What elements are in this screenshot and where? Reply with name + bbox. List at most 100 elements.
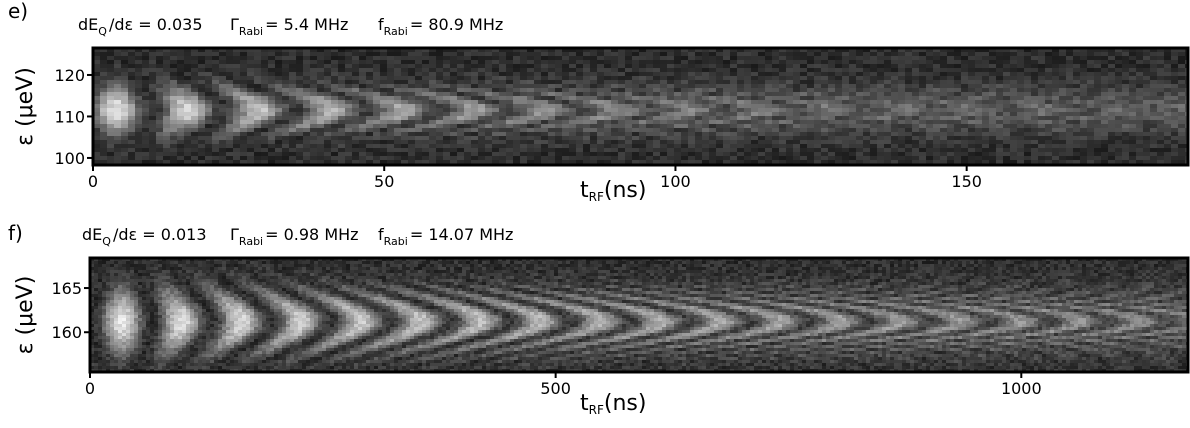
heatmap-cell [338, 84, 345, 88]
heatmap-cell [1094, 96, 1101, 100]
heatmap-cell [800, 112, 807, 116]
heatmap-cell [128, 100, 135, 104]
heatmap-cell [751, 148, 758, 152]
heatmap-cell [989, 60, 996, 64]
heatmap-cell [233, 76, 240, 80]
heatmap-cell [100, 156, 107, 160]
heatmap-cell [121, 88, 128, 92]
heatmap-cell [653, 160, 660, 164]
heatmap-cell [653, 100, 660, 104]
heatmap-cell [821, 72, 828, 76]
heatmap-cell [548, 68, 555, 72]
heatmap-cell [107, 132, 114, 136]
heatmap-cell [94, 315, 98, 318]
heatmap-cell [464, 80, 471, 84]
heatmap-cell [443, 60, 450, 64]
heatmap-cell [863, 156, 870, 160]
heatmap-cell [989, 96, 996, 100]
heatmap-cell [100, 64, 107, 68]
heatmap-cell [863, 108, 870, 112]
heatmap-cell [261, 84, 268, 88]
heatmap-cell [102, 351, 106, 354]
heatmap-cell [1171, 72, 1178, 76]
heatmap-cell [534, 88, 541, 92]
heatmap-cell [534, 60, 541, 64]
heatmap-cell [338, 56, 345, 60]
heatmap-cell [121, 96, 128, 100]
heatmap-cell [639, 88, 646, 92]
heatmap-cell [485, 56, 492, 60]
heatmap-cell [1038, 104, 1045, 108]
heatmap-cell [1143, 116, 1150, 120]
heatmap-cell [331, 124, 338, 128]
heatmap-cell [191, 160, 198, 164]
heatmap-cell [828, 64, 835, 68]
heatmap-cell [296, 56, 303, 60]
heatmap-cell [786, 108, 793, 112]
heatmap-cell [184, 136, 191, 140]
heatmap-cell [723, 88, 730, 92]
heatmap-cell [646, 92, 653, 96]
heatmap-cell [646, 156, 653, 160]
heatmap-cell [989, 64, 996, 68]
heatmap-cell [1094, 112, 1101, 116]
heatmap-cell [520, 92, 527, 96]
heatmap-cell [499, 56, 506, 60]
heatmap-cell [191, 116, 198, 120]
heatmap-cell [100, 68, 107, 72]
heatmap-cell [352, 88, 359, 92]
heatmap-cell [282, 60, 289, 64]
heatmap-cell [110, 300, 114, 303]
heatmap-cell [106, 306, 110, 309]
heatmap-cell [1080, 68, 1087, 72]
heatmap-cell [1164, 68, 1171, 72]
heatmap-cell [1122, 72, 1129, 76]
heatmap-cell [247, 64, 254, 68]
heatmap-cell [674, 84, 681, 88]
heatmap-cell [170, 60, 177, 64]
heatmap-cell [457, 80, 464, 84]
heatmap-cell [98, 273, 102, 276]
heatmap-cell [1115, 104, 1122, 108]
heatmap-cell [569, 80, 576, 84]
heatmap-cell [849, 160, 856, 164]
heatmap-cell [394, 80, 401, 84]
heatmap-cell [1101, 88, 1108, 92]
annotation-main: dE [78, 15, 98, 34]
heatmap-cell [716, 72, 723, 76]
heatmap-cell [198, 120, 205, 124]
heatmap-cell [807, 104, 814, 108]
heatmap-cell [135, 56, 142, 60]
heatmap-cell [1087, 104, 1094, 108]
heatmap-cell [457, 128, 464, 132]
heatmap-cell [856, 84, 863, 88]
heatmap-cell [1017, 116, 1024, 120]
heatmap-cell [226, 132, 233, 136]
heatmap-cell [779, 132, 786, 136]
heatmap-cell [555, 156, 562, 160]
heatmap-cell [191, 132, 198, 136]
heatmap-cell [828, 84, 835, 88]
heatmap-cell [555, 52, 562, 56]
heatmap-cell [268, 120, 275, 124]
heatmap-cell [226, 52, 233, 56]
heatmap-cell [597, 100, 604, 104]
heatmap-cell [989, 52, 996, 56]
heatmap-cell [1045, 64, 1052, 68]
heatmap-cell [359, 84, 366, 88]
heatmap-cell [716, 96, 723, 100]
heatmap-cell [1094, 136, 1101, 140]
heatmap-cell [695, 156, 702, 160]
heatmap-cell [898, 148, 905, 152]
heatmap-cell [1122, 152, 1129, 156]
heatmap-cell [240, 156, 247, 160]
heatmap-cell [1066, 148, 1073, 152]
heatmap-cell [527, 112, 534, 116]
heatmap-cell [842, 96, 849, 100]
heatmap-cell [800, 140, 807, 144]
heatmap-cell [758, 100, 765, 104]
heatmap-cell [667, 116, 674, 120]
heatmap-cell [485, 112, 492, 116]
heatmap-cell [296, 88, 303, 92]
heatmap-cell [716, 68, 723, 72]
